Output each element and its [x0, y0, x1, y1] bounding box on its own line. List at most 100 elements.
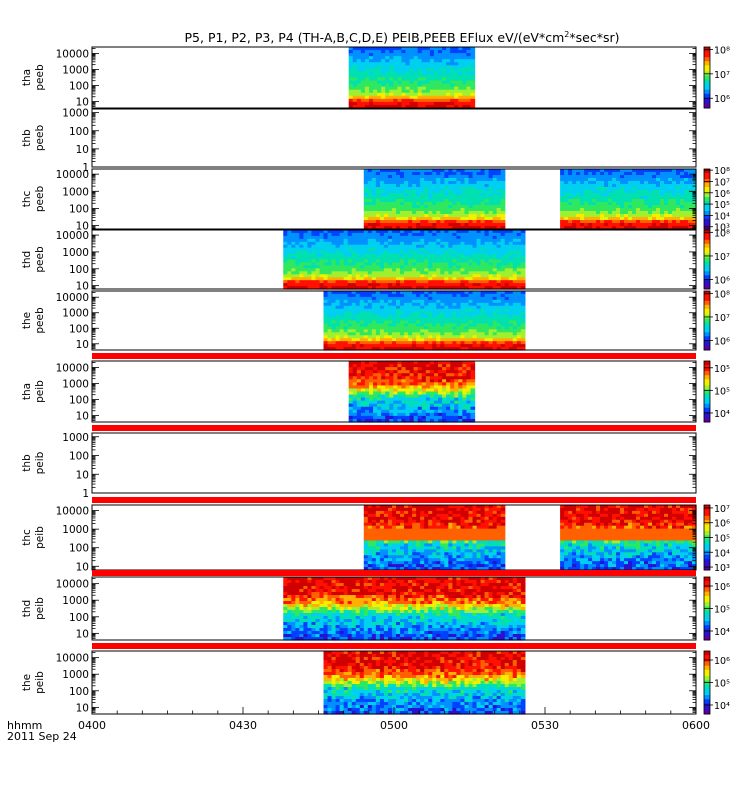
panel-thd-peeb: 10 100 1000 10000 thd peeb 10⁶ 10⁷ 10⁸: [21, 228, 730, 292]
separator-bar: [92, 497, 696, 503]
y-tick-label: 10000: [56, 169, 89, 181]
colorbar: 10⁶ 10⁷ 10⁸: [703, 45, 730, 109]
probe-label: the: [21, 312, 33, 329]
spectrogram-block: [283, 230, 526, 290]
y-tick-label: 10000: [56, 506, 89, 518]
colorbar-label: 10⁸: [714, 166, 730, 177]
y-tick-label: 100: [69, 543, 89, 555]
colorbar-label: 10⁵: [714, 605, 730, 616]
product-label: peib: [34, 380, 46, 403]
colorbar-label: 10⁷: [714, 252, 730, 263]
colorbar-label: 10⁶: [714, 582, 730, 593]
panel-label: thb peib: [21, 451, 46, 474]
product-label: peeb: [34, 64, 46, 91]
probe-label: the: [21, 674, 33, 691]
colorbar: 10⁴ 10⁵ 10⁶: [703, 576, 730, 641]
colorbar-label: 10⁶: [714, 94, 730, 105]
y-tick-label: 10000: [56, 579, 89, 591]
y-tick-label: 10: [76, 702, 89, 714]
y-tick-label: 1000: [62, 432, 89, 444]
panel-label: the peeb: [21, 307, 46, 334]
panel-thb-peeb: 1 10 100 1000 thb peeb: [21, 108, 697, 174]
x-tick-label: 0530: [531, 719, 559, 732]
panels-group: 10 100 1000 10000 tha peeb 10⁶ 10⁷ 10⁸ 1 10 100 1000…: [21, 45, 730, 715]
colorbar-label: 10⁵: [714, 386, 730, 397]
colorbar-label: 10⁶: [714, 276, 730, 287]
colorbar-label: 10⁸: [714, 228, 730, 239]
spectrogram-block: [560, 169, 697, 230]
x-tick-label: 0400: [78, 719, 106, 732]
y-tick-label: 100: [69, 451, 89, 463]
colorbar-label: 10⁸: [714, 289, 730, 300]
separator-bar: [92, 570, 696, 576]
product-label: peeb: [34, 246, 46, 273]
colorbar-frame: [703, 360, 711, 423]
separator-bar: [92, 643, 696, 649]
y-tick-label: 10: [76, 144, 89, 156]
colorbar-frame: [703, 46, 711, 109]
y-tick-label: 10000: [56, 48, 89, 60]
y-tick-label: 1000: [62, 669, 89, 681]
y-tick-label: 10: [76, 628, 89, 640]
panel-tha-peeb: 10 100 1000 10000 tha peeb 10⁶ 10⁷ 10⁸: [21, 45, 730, 109]
colorbar: 10⁶ 10⁷ 10⁸: [703, 228, 730, 290]
panel-the-peib: 10 100 1000 10000 the peib 10⁴ 10⁵ 10⁶: [21, 650, 730, 715]
colorbar-label: 10⁴: [714, 701, 730, 712]
y-tick-label: 100: [69, 81, 89, 93]
x-tick-label: 0500: [380, 719, 408, 732]
panel-frame: [91, 229, 697, 290]
spectrogram-block: [323, 651, 526, 715]
spectrogram-block: [560, 505, 697, 571]
colorbar: 10³ 10⁴ 10⁵ 10⁶ 10⁷: [703, 504, 730, 574]
colorbar-label: 10⁴: [714, 627, 730, 638]
panel-frame: [91, 108, 697, 168]
y-tick-label: 1000: [62, 308, 89, 320]
colorbar-label: 10⁶: [714, 656, 730, 667]
spectrogram-block: [363, 169, 506, 230]
y-tick-label: 1000: [62, 595, 89, 607]
separator-bar: [92, 353, 696, 359]
product-label: peib: [34, 526, 46, 549]
spectrogram-block: [348, 47, 476, 109]
colorbar-label: 10⁷: [714, 504, 730, 515]
y-tick-label: 10: [76, 411, 89, 423]
y-tick-label: 10000: [56, 653, 89, 665]
y-tick-label: 10: [76, 339, 89, 351]
colorbar-label: 10⁵: [714, 200, 730, 211]
colorbar-label: 10⁶: [714, 519, 730, 530]
separator-bar: [92, 425, 696, 431]
colorbar-label: 10⁶: [714, 189, 730, 200]
panel-tha-peib: 10 100 1000 10000 tha peib 10⁴ 10⁵ 10⁵: [21, 360, 730, 423]
panel-label: thd peib: [21, 597, 46, 620]
y-tick-label: 100: [69, 264, 89, 276]
panel-label: thd peeb: [21, 246, 46, 273]
product-label: peib: [34, 597, 46, 620]
colorbar-label: 10⁴: [714, 409, 730, 420]
y-tick-label: 10: [76, 281, 89, 293]
y-tick-label: 10: [76, 97, 89, 109]
x-tick-label: 0430: [229, 719, 257, 732]
product-label: peeb: [34, 307, 46, 334]
y-tick-label: 10000: [56, 292, 89, 304]
y-tick-label: 10000: [56, 230, 89, 242]
probe-label: tha: [21, 383, 33, 400]
probe-label: thd: [21, 600, 33, 617]
y-tick-label: 1: [82, 162, 89, 174]
y-tick-label: 1000: [62, 524, 89, 536]
probe-label: thb: [21, 129, 33, 147]
product-label: peib: [34, 671, 46, 694]
y-tick-label: 100: [69, 323, 89, 335]
x-axis: 0400 0430 0500 0530 0600: [78, 707, 710, 732]
probe-label: thb: [21, 454, 33, 472]
colorbar-frame: [703, 168, 711, 230]
product-label: peeb: [34, 125, 46, 152]
y-tick-label: 10: [76, 469, 89, 481]
colorbar: 10⁴ 10⁵ 10⁶: [703, 650, 730, 715]
panel-thb-peib: 1 10 100 1000 thb peib: [21, 432, 697, 500]
x-tick-label: 0600: [682, 719, 710, 732]
y-tick-label: 100: [69, 612, 89, 624]
colorbar-label: 10⁷: [714, 313, 730, 324]
y-tick-label: 10: [76, 221, 89, 233]
